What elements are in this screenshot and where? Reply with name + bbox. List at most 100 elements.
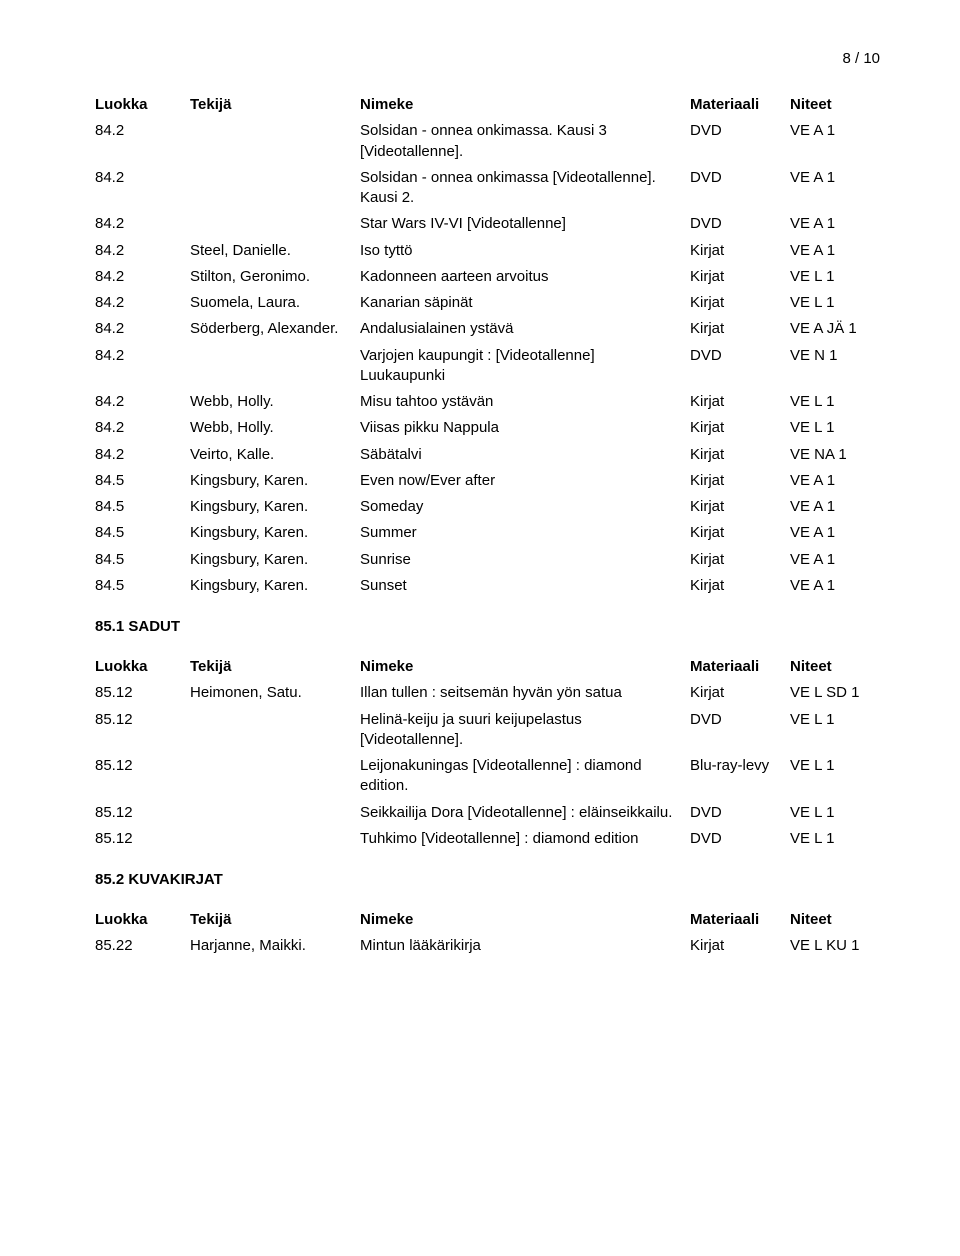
cell-materiaali: Kirjat <box>690 936 790 956</box>
cell-materiaali: Kirjat <box>690 319 790 339</box>
cell-niteet: VE A 1 <box>790 241 890 261</box>
cell-materiaali: DVD <box>690 803 790 823</box>
cell-niteet: VE A 1 <box>790 168 890 209</box>
table-row: 84.5Kingsbury, Karen.SunriseKirjatVE A 1 <box>95 550 880 570</box>
cell-niteet: VE A 1 <box>790 471 890 491</box>
cell-luokka: 84.5 <box>95 497 190 517</box>
cell-tekija: Kingsbury, Karen. <box>190 550 360 570</box>
cell-materiaali: Kirjat <box>690 497 790 517</box>
table-row: 85.12Helinä-keiju ja suuri keijupelastus… <box>95 710 880 751</box>
cell-luokka: 84.2 <box>95 319 190 339</box>
cell-niteet: VE A 1 <box>790 214 890 234</box>
cell-niteet: VE L SD 1 <box>790 683 890 703</box>
cell-luokka: 85.12 <box>95 829 190 849</box>
cell-nimeke: Andalusialainen ystävä <box>360 319 690 339</box>
cell-nimeke: Kadonneen aarteen arvoitus <box>360 267 690 287</box>
cell-nimeke: Iso tyttö <box>360 241 690 261</box>
cell-nimeke: Säbätalvi <box>360 445 690 465</box>
cell-luokka: 84.2 <box>95 121 190 162</box>
cell-materiaali: Kirjat <box>690 550 790 570</box>
cell-materiaali: Kirjat <box>690 576 790 596</box>
cell-niteet: VE L 1 <box>790 392 890 412</box>
cell-luokka: 84.2 <box>95 445 190 465</box>
cell-nimeke: Seikkailija Dora [Videotallenne] : eläin… <box>360 803 690 823</box>
cell-nimeke: Mintun lääkärikirja <box>360 936 690 956</box>
cell-luokka: 84.2 <box>95 241 190 261</box>
cell-materiaali: Kirjat <box>690 683 790 703</box>
cell-nimeke: Solsidan - onnea onkimassa [Videotallenn… <box>360 168 690 209</box>
col-header-nimeke: Nimeke <box>360 95 690 115</box>
cell-materiaali: DVD <box>690 214 790 234</box>
cell-materiaali: DVD <box>690 121 790 162</box>
cell-materiaali: Kirjat <box>690 267 790 287</box>
cell-luokka: 84.5 <box>95 576 190 596</box>
cell-niteet: VE L 1 <box>790 756 890 797</box>
cell-luokka: 84.5 <box>95 523 190 543</box>
cell-tekija: Harjanne, Maikki. <box>190 936 360 956</box>
cell-luokka: 84.2 <box>95 168 190 209</box>
col-header-tekija: Tekijä <box>190 910 360 930</box>
table-row: 84.2Star Wars IV-VI [Videotallenne]DVDVE… <box>95 214 880 234</box>
col-header-tekija: Tekijä <box>190 95 360 115</box>
section-heading-kuvakirjat: 85.2 KUVAKIRJAT <box>95 871 880 888</box>
cell-niteet: VE NA 1 <box>790 445 890 465</box>
cell-tekija: Kingsbury, Karen. <box>190 523 360 543</box>
cell-nimeke: Summer <box>360 523 690 543</box>
col-header-nimeke: Nimeke <box>360 657 690 677</box>
cell-tekija: Suomela, Laura. <box>190 293 360 313</box>
table-row: 84.5Kingsbury, Karen.SunsetKirjatVE A 1 <box>95 576 880 596</box>
cell-tekija <box>190 121 360 162</box>
cell-materiaali: DVD <box>690 168 790 209</box>
table-header: Luokka Tekijä Nimeke Materiaali Niteet <box>95 657 880 677</box>
cell-luokka: 85.12 <box>95 710 190 751</box>
cell-nimeke: Star Wars IV-VI [Videotallenne] <box>360 214 690 234</box>
cell-nimeke: Varjojen kaupungit : [Videotallenne] Luu… <box>360 346 690 387</box>
cell-luokka: 85.12 <box>95 803 190 823</box>
cell-luokka: 85.22 <box>95 936 190 956</box>
col-header-luokka: Luokka <box>95 910 190 930</box>
cell-luokka: 84.2 <box>95 214 190 234</box>
cell-tekija <box>190 803 360 823</box>
cell-luokka: 84.5 <box>95 471 190 491</box>
page-number: 8 / 10 <box>842 50 880 67</box>
cell-luokka: 84.2 <box>95 346 190 387</box>
table-header: Luokka Tekijä Nimeke Materiaali Niteet <box>95 910 880 930</box>
cell-niteet: VE A JÄ 1 <box>790 319 890 339</box>
cell-niteet: VE L 1 <box>790 418 890 438</box>
col-header-niteet: Niteet <box>790 95 890 115</box>
col-header-luokka: Luokka <box>95 657 190 677</box>
cell-materiaali: Kirjat <box>690 523 790 543</box>
col-header-nimeke: Nimeke <box>360 910 690 930</box>
table-row: 84.2Steel, Danielle.Iso tyttöKirjatVE A … <box>95 241 880 261</box>
cell-nimeke: Someday <box>360 497 690 517</box>
cell-materiaali: DVD <box>690 829 790 849</box>
table-row: 84.2Veirto, Kalle.SäbätalviKirjatVE NA 1 <box>95 445 880 465</box>
cell-tekija <box>190 346 360 387</box>
cell-niteet: VE L 1 <box>790 293 890 313</box>
cell-tekija: Kingsbury, Karen. <box>190 497 360 517</box>
table-row: 84.2Suomela, Laura.Kanarian säpinätKirja… <box>95 293 880 313</box>
cell-luokka: 84.5 <box>95 550 190 570</box>
cell-niteet: VE L 1 <box>790 267 890 287</box>
table-header: Luokka Tekijä Nimeke Materiaali Niteet <box>95 95 880 115</box>
cell-materiaali: Kirjat <box>690 471 790 491</box>
cell-luokka: 84.2 <box>95 418 190 438</box>
cell-tekija: Kingsbury, Karen. <box>190 576 360 596</box>
cell-materiaali: Kirjat <box>690 392 790 412</box>
col-header-niteet: Niteet <box>790 910 890 930</box>
cell-tekija <box>190 756 360 797</box>
cell-niteet: VE L 1 <box>790 829 890 849</box>
cell-tekija: Webb, Holly. <box>190 418 360 438</box>
table-row: 85.12Heimonen, Satu.Illan tullen : seits… <box>95 683 880 703</box>
table-1-body: 84.2Solsidan - onnea onkimassa. Kausi 3 … <box>95 121 880 596</box>
cell-nimeke: Leijonakuningas [Videotallenne] : diamon… <box>360 756 690 797</box>
cell-luokka: 85.12 <box>95 683 190 703</box>
cell-nimeke: Illan tullen : seitsemän hyvän yön satua <box>360 683 690 703</box>
table-row: 84.2Stilton, Geronimo.Kadonneen aarteen … <box>95 267 880 287</box>
table-row: 85.12Leijonakuningas [Videotallenne] : d… <box>95 756 880 797</box>
cell-tekija: Veirto, Kalle. <box>190 445 360 465</box>
cell-niteet: VE L 1 <box>790 803 890 823</box>
cell-nimeke: Sunrise <box>360 550 690 570</box>
col-header-luokka: Luokka <box>95 95 190 115</box>
table-row: 84.2Webb, Holly.Viisas pikku NappulaKirj… <box>95 418 880 438</box>
